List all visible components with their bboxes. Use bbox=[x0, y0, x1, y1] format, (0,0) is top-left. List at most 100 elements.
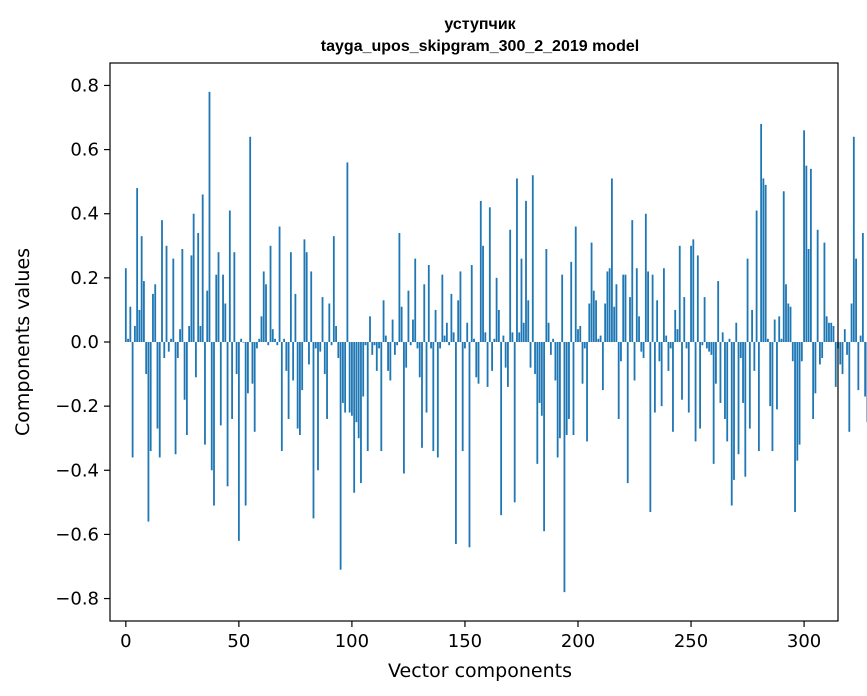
bar bbox=[843, 329, 846, 342]
bar bbox=[516, 178, 518, 342]
bar bbox=[179, 329, 181, 342]
bars-group bbox=[124, 91, 867, 593]
bar bbox=[357, 342, 360, 439]
bar bbox=[314, 342, 317, 349]
bar bbox=[457, 300, 460, 342]
bar bbox=[859, 335, 862, 342]
bar bbox=[488, 207, 491, 342]
bar bbox=[265, 284, 267, 342]
bar bbox=[735, 322, 738, 342]
bar bbox=[577, 329, 579, 342]
bar bbox=[161, 220, 163, 342]
y-axis-label: Components values bbox=[12, 248, 34, 436]
bar bbox=[192, 213, 195, 342]
bar bbox=[832, 325, 835, 342]
bar bbox=[536, 342, 539, 464]
bar bbox=[237, 342, 240, 541]
bar bbox=[712, 342, 715, 464]
bar bbox=[846, 342, 848, 355]
bar bbox=[310, 271, 313, 342]
bar bbox=[764, 184, 767, 342]
bar bbox=[215, 274, 218, 342]
y-tick-label: −0.8 bbox=[55, 589, 99, 610]
bar bbox=[371, 342, 374, 355]
bar bbox=[466, 322, 469, 342]
bar bbox=[484, 332, 487, 342]
bar bbox=[475, 342, 478, 378]
bar bbox=[757, 342, 760, 452]
bar bbox=[828, 322, 830, 342]
bar bbox=[326, 342, 328, 419]
bar bbox=[240, 338, 243, 342]
x-tick-label: 300 bbox=[787, 631, 821, 652]
bar bbox=[459, 271, 462, 342]
bar bbox=[201, 194, 204, 342]
bar bbox=[423, 284, 426, 342]
bar bbox=[538, 342, 541, 403]
bar bbox=[285, 342, 288, 371]
bar bbox=[791, 342, 794, 362]
bar bbox=[683, 297, 686, 342]
bar bbox=[814, 342, 817, 394]
bar bbox=[384, 335, 387, 342]
bar bbox=[561, 274, 564, 342]
bar bbox=[715, 342, 717, 384]
x-tick-label: 50 bbox=[227, 631, 250, 652]
bar bbox=[789, 306, 792, 342]
bar bbox=[274, 338, 276, 342]
bar bbox=[638, 316, 640, 342]
bar bbox=[445, 322, 448, 342]
bar bbox=[262, 271, 265, 342]
bar bbox=[543, 342, 545, 532]
bar bbox=[780, 338, 783, 342]
bar bbox=[190, 255, 193, 342]
y-axis: 0.8 0.6 0.4 0.2 0.0 −0.2 −0.4 −0.6 −0.8 bbox=[55, 75, 110, 610]
bar bbox=[656, 300, 659, 342]
bar bbox=[133, 325, 136, 342]
bar bbox=[755, 210, 758, 342]
chart-subtitle: tayga_upos_skipgram_300_2_2019 model bbox=[321, 38, 639, 55]
bar bbox=[647, 271, 649, 342]
bar bbox=[443, 335, 446, 342]
bar bbox=[138, 309, 141, 342]
bar bbox=[839, 342, 842, 365]
bar bbox=[251, 342, 254, 384]
bar bbox=[301, 342, 304, 391]
bar bbox=[436, 342, 439, 458]
bar bbox=[717, 281, 720, 342]
bar bbox=[328, 303, 331, 342]
bar bbox=[308, 342, 310, 365]
bar bbox=[746, 258, 749, 342]
bar bbox=[563, 342, 566, 593]
bar bbox=[418, 342, 421, 378]
bar bbox=[337, 342, 340, 359]
bar bbox=[568, 342, 570, 419]
bar bbox=[730, 342, 733, 506]
bar bbox=[143, 281, 145, 342]
bar bbox=[344, 342, 347, 413]
bar bbox=[565, 342, 568, 435]
bar bbox=[507, 342, 509, 387]
bar bbox=[504, 342, 507, 368]
x-tick-label: 150 bbox=[448, 631, 482, 652]
bar bbox=[247, 342, 249, 394]
bar bbox=[658, 342, 661, 362]
bar bbox=[552, 338, 555, 342]
bar bbox=[674, 309, 677, 342]
bar bbox=[751, 309, 753, 342]
bar bbox=[276, 342, 279, 346]
bar bbox=[217, 252, 220, 342]
bar bbox=[785, 284, 787, 342]
bar bbox=[364, 342, 367, 346]
bar bbox=[669, 342, 672, 349]
bar bbox=[527, 300, 530, 342]
bar bbox=[124, 268, 127, 342]
y-tick-label: −0.4 bbox=[55, 460, 99, 481]
bar bbox=[140, 236, 143, 342]
bar bbox=[360, 342, 362, 484]
bar bbox=[608, 268, 611, 342]
bar bbox=[167, 342, 170, 352]
bar bbox=[796, 342, 799, 461]
bar bbox=[861, 232, 864, 342]
